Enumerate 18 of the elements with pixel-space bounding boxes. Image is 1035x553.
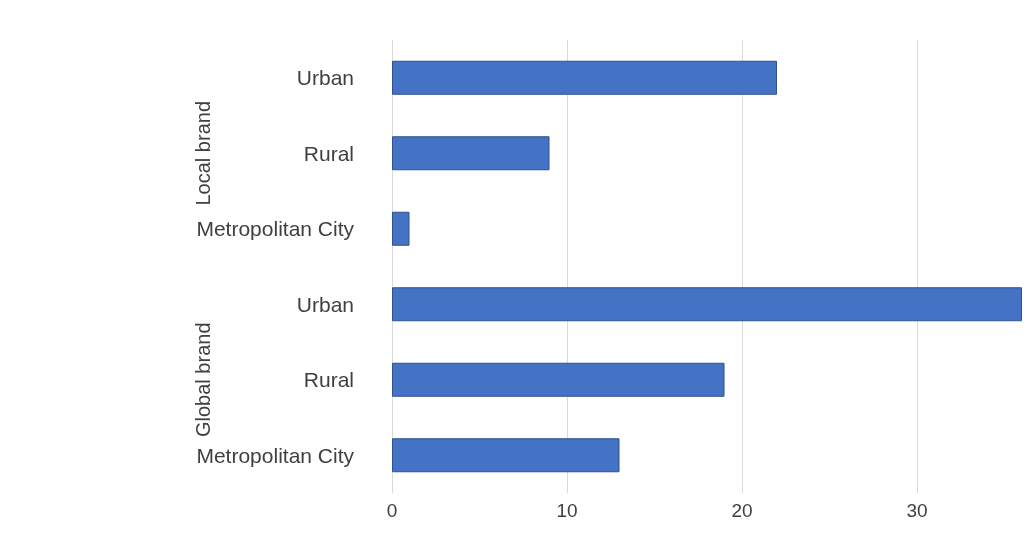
text: Local brand: [192, 100, 214, 206]
y-tick-label: Rural: [303, 368, 354, 392]
bar: [392, 438, 620, 473]
x-tick-label: 20: [731, 500, 753, 521]
y-tick-label: Urban: [296, 66, 354, 90]
bar: [392, 362, 725, 397]
bar: [392, 136, 550, 171]
bar: [392, 60, 777, 95]
y-tick-label: Metropolitan City: [196, 217, 355, 241]
text: Global brand: [192, 322, 214, 438]
y-tick-label: Rural: [303, 141, 354, 165]
bar: [392, 211, 410, 246]
x-tick-label: 0: [386, 500, 398, 521]
x-tick-label: 10: [556, 500, 578, 521]
x-tick-label: 30: [906, 500, 928, 521]
bar: [392, 287, 1022, 322]
y-tick-label: Urban: [296, 292, 354, 316]
y-tick-label: Metropolitan City: [196, 443, 355, 467]
